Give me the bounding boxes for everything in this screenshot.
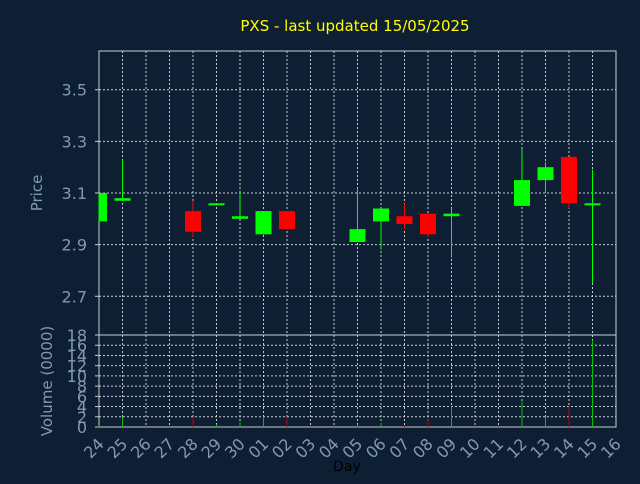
volume-y-axis-label: Volume (0000) (38, 326, 56, 436)
price-tick-label: 3.1 (62, 184, 87, 203)
candle-body (537, 167, 554, 181)
candle-body (255, 211, 272, 235)
volume-tick-label: 12 (67, 357, 87, 376)
volume-tick-label: 16 (67, 336, 87, 355)
candle-body (420, 213, 436, 235)
candle-body (114, 198, 131, 201)
volume-tick-label: 18 (67, 326, 87, 345)
volume-tick-label: 6 (77, 387, 87, 406)
volume-tick-label: 14 (67, 346, 87, 365)
price-tick-label: 3.3 (62, 132, 87, 151)
volume-tick-label: 0 (77, 418, 87, 437)
candle-body (443, 213, 460, 217)
candle-body (185, 211, 201, 232)
candle-body (279, 211, 295, 230)
volume-tick-label: 8 (77, 377, 87, 396)
candle-body (349, 229, 366, 243)
price-y-axis-label: Price (28, 175, 46, 212)
candle-body (514, 180, 530, 206)
x-axis-label: Day (333, 459, 361, 475)
candle-body (232, 216, 248, 219)
candles (98, 149, 601, 284)
price-tick-label: 2.9 (62, 236, 87, 255)
candle-body (561, 156, 577, 204)
candle-body (396, 216, 413, 224)
chart-title: PXS - last updated 15/05/2025 (240, 17, 469, 35)
volume-tick-label: 10 (67, 367, 87, 386)
volume-tick-label: 4 (77, 398, 87, 417)
price-panel: 2.7 2.9 3.1 3.3 3.5 Price (28, 50, 617, 336)
volume-tick-label: 2 (77, 408, 87, 427)
volume-bars (98, 340, 593, 427)
candle-body (584, 203, 601, 206)
price-tick-label: 2.7 (62, 287, 87, 306)
candle-body (99, 193, 107, 222)
candle-body (373, 208, 389, 222)
candle-body (208, 203, 225, 206)
price-tick-label: 3.5 (62, 81, 87, 100)
price-y-tick-labels: 2.7 2.9 3.1 3.3 3.5 (62, 81, 99, 306)
